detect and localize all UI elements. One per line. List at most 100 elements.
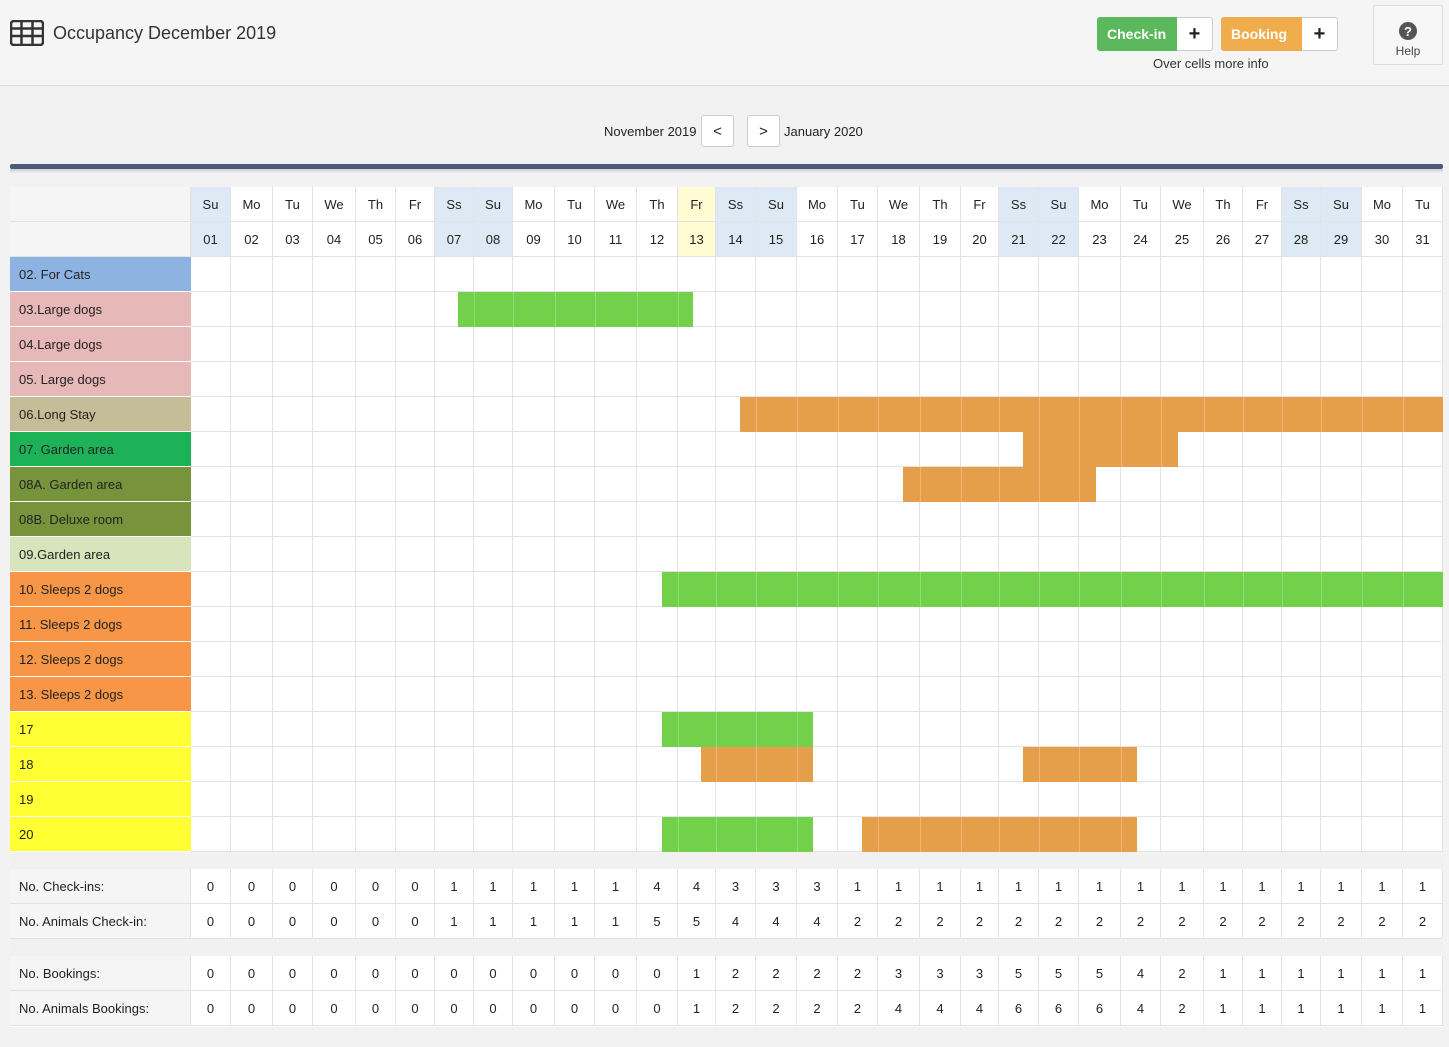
occupancy-cell[interactable] (435, 327, 474, 362)
occupancy-cell[interactable] (961, 537, 999, 572)
occupancy-cell[interactable] (356, 362, 396, 397)
occupancy-cell[interactable] (231, 327, 273, 362)
occupancy-cell[interactable] (435, 642, 474, 677)
occupancy-cell[interactable] (231, 747, 273, 782)
booking-stay-bar[interactable] (700, 747, 814, 782)
occupancy-cell[interactable] (555, 677, 595, 712)
occupancy-cell[interactable] (356, 712, 396, 747)
occupancy-cell[interactable] (961, 607, 999, 642)
occupancy-cell[interactable] (513, 712, 555, 747)
occupancy-cell[interactable] (396, 747, 435, 782)
occupancy-cell[interactable] (231, 257, 273, 292)
occupancy-cell[interactable] (474, 712, 513, 747)
occupancy-cell[interactable] (513, 432, 555, 467)
occupancy-cell[interactable] (838, 642, 878, 677)
occupancy-cell[interactable] (273, 782, 313, 817)
occupancy-cell[interactable] (435, 467, 474, 502)
occupancy-cell[interactable] (1321, 537, 1362, 572)
occupancy-cell[interactable] (1121, 467, 1161, 502)
occupancy-cell[interactable] (1243, 327, 1282, 362)
room-label[interactable]: 05. Large dogs (10, 362, 191, 397)
occupancy-cell[interactable] (1204, 362, 1243, 397)
occupancy-cell[interactable] (1161, 677, 1204, 712)
occupancy-cell[interactable] (637, 607, 678, 642)
occupancy-cell[interactable] (435, 257, 474, 292)
occupancy-cell[interactable] (920, 607, 961, 642)
occupancy-cell[interactable] (1403, 257, 1443, 292)
occupancy-cell[interactable] (1282, 327, 1321, 362)
occupancy-cell[interactable] (595, 782, 637, 817)
occupancy-cell[interactable] (313, 327, 356, 362)
occupancy-cell[interactable] (878, 677, 920, 712)
occupancy-cell[interactable] (273, 607, 313, 642)
occupancy-cell[interactable] (191, 607, 231, 642)
occupancy-cell[interactable] (356, 817, 396, 852)
occupancy-cell[interactable] (1243, 502, 1282, 537)
occupancy-cell[interactable] (1204, 607, 1243, 642)
occupancy-cell[interactable] (555, 362, 595, 397)
occupancy-cell[interactable] (1161, 467, 1204, 502)
occupancy-cell[interactable] (513, 782, 555, 817)
prev-month-button[interactable]: < (701, 115, 734, 147)
occupancy-cell[interactable] (1403, 432, 1443, 467)
occupancy-cell[interactable] (999, 712, 1039, 747)
occupancy-cell[interactable] (920, 537, 961, 572)
room-label[interactable]: 20 (10, 817, 191, 852)
occupancy-cell[interactable] (920, 362, 961, 397)
occupancy-cell[interactable] (555, 712, 595, 747)
occupancy-cell[interactable] (273, 747, 313, 782)
occupancy-cell[interactable] (637, 327, 678, 362)
occupancy-cell[interactable] (595, 572, 637, 607)
occupancy-cell[interactable] (273, 712, 313, 747)
room-label[interactable]: 11. Sleeps 2 dogs (10, 607, 191, 642)
occupancy-cell[interactable] (191, 257, 231, 292)
occupancy-cell[interactable] (637, 782, 678, 817)
occupancy-cell[interactable] (1161, 712, 1204, 747)
occupancy-cell[interactable] (231, 642, 273, 677)
occupancy-cell[interactable] (191, 817, 231, 852)
occupancy-cell[interactable] (273, 292, 313, 327)
occupancy-cell[interactable] (356, 572, 396, 607)
occupancy-cell[interactable] (191, 362, 231, 397)
occupancy-cell[interactable] (1204, 712, 1243, 747)
occupancy-cell[interactable] (756, 327, 797, 362)
occupancy-cell[interactable] (756, 642, 797, 677)
occupancy-cell[interactable] (1282, 257, 1321, 292)
booking-stay-bar[interactable] (1023, 747, 1137, 782)
occupancy-cell[interactable] (961, 502, 999, 537)
occupancy-cell[interactable] (678, 432, 716, 467)
occupancy-cell[interactable] (797, 432, 838, 467)
occupancy-cell[interactable] (1243, 712, 1282, 747)
occupancy-cell[interactable] (356, 467, 396, 502)
occupancy-cell[interactable] (1161, 362, 1204, 397)
occupancy-cell[interactable] (435, 432, 474, 467)
occupancy-cell[interactable] (231, 467, 273, 502)
occupancy-cell[interactable] (1161, 537, 1204, 572)
occupancy-cell[interactable] (1321, 642, 1362, 677)
occupancy-cell[interactable] (1362, 747, 1403, 782)
room-label[interactable]: 03.Large dogs (10, 292, 191, 327)
occupancy-cell[interactable] (396, 572, 435, 607)
occupancy-cell[interactable] (999, 677, 1039, 712)
occupancy-cell[interactable] (1161, 782, 1204, 817)
occupancy-cell[interactable] (313, 572, 356, 607)
occupancy-cell[interactable] (396, 817, 435, 852)
occupancy-cell[interactable] (1121, 362, 1161, 397)
occupancy-cell[interactable] (878, 432, 920, 467)
occupancy-cell[interactable] (474, 607, 513, 642)
occupancy-cell[interactable] (1362, 292, 1403, 327)
occupancy-cell[interactable] (1204, 782, 1243, 817)
occupancy-cell[interactable] (1362, 467, 1403, 502)
occupancy-cell[interactable] (678, 782, 716, 817)
occupancy-cell[interactable] (313, 642, 356, 677)
occupancy-cell[interactable] (678, 537, 716, 572)
occupancy-cell[interactable] (396, 257, 435, 292)
occupancy-cell[interactable] (838, 677, 878, 712)
occupancy-cell[interactable] (797, 502, 838, 537)
occupancy-cell[interactable] (637, 257, 678, 292)
occupancy-cell[interactable] (1321, 432, 1362, 467)
occupancy-cell[interactable] (396, 642, 435, 677)
occupancy-cell[interactable] (1161, 642, 1204, 677)
occupancy-cell[interactable] (756, 362, 797, 397)
occupancy-cell[interactable] (356, 502, 396, 537)
